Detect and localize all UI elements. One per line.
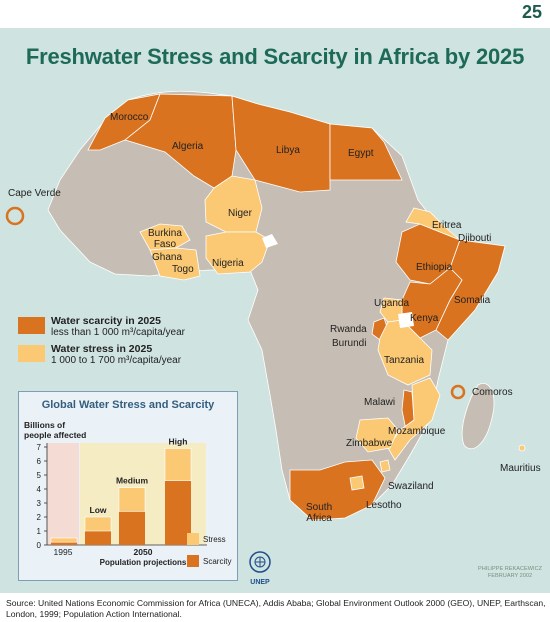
legend-scarcity-swatch: [18, 317, 45, 334]
lake-chad: [262, 234, 278, 248]
label-comoros: Comoros: [472, 387, 513, 398]
label-kenya: Kenya: [410, 313, 439, 324]
madagascar: [461, 383, 495, 450]
bar-stress: [84, 516, 112, 532]
legend-scarcity-title: Water scarcity in 2025: [51, 315, 161, 327]
y-tick-label: 2: [37, 513, 42, 522]
label-malawi: Malawi: [364, 397, 396, 408]
label-rwanda: Rwanda: [330, 324, 367, 335]
x-label-2050: 2050: [134, 547, 153, 557]
label-mozambique: Mozambique: [388, 426, 446, 437]
label-tanzania: Tanzania: [384, 355, 425, 366]
mauritius-marker: [518, 444, 526, 452]
bar-scarcity: [165, 480, 191, 545]
label-ethiopia: Ethiopia: [416, 262, 453, 273]
chart-ylabel-line: people affected: [24, 430, 86, 440]
bar-label: High: [169, 436, 188, 446]
label-somalia: Somalia: [454, 295, 491, 306]
label-libya: Libya: [276, 145, 300, 156]
source-note: Source: United Nations Economic Commissi…: [6, 598, 546, 619]
lake-victoria: [398, 312, 414, 328]
swaziland-shape: [379, 459, 391, 473]
y-tick-label: 3: [37, 499, 42, 508]
chart-ylabel-line: Billions of: [24, 420, 65, 430]
label-south-africa: South Africa: [306, 502, 333, 524]
label-mauritius: Mauritius: [500, 463, 541, 474]
bar-label: Medium: [116, 476, 149, 486]
y-tick-label: 0: [37, 541, 42, 550]
label-lesotho: Lesotho: [366, 500, 402, 511]
label-ghana: Ghana: [152, 252, 183, 263]
inset-legend-stress-swatch: [187, 533, 199, 545]
label-niger: Niger: [228, 208, 252, 219]
x-sublabel: Population projections: [100, 558, 187, 567]
bar-scarcity: [51, 542, 77, 545]
legend-stress-title: Water stress in 2025: [51, 343, 153, 355]
egypt-shape: [329, 123, 403, 181]
label-burundi: Burundi: [332, 338, 367, 349]
inset-legend-scarcity-swatch: [187, 555, 199, 567]
unep-logo-text: UNEP: [250, 579, 270, 586]
bar-stress: [50, 537, 78, 543]
label-burkina-faso: Burkina Faso: [148, 228, 182, 250]
tanzania-shape: [377, 319, 433, 386]
south-africa-shape: [289, 459, 386, 521]
inset-legend-scarcity-label: Scarcity: [203, 557, 231, 566]
africa-map: [5, 90, 526, 521]
lesotho-shape: [349, 475, 365, 491]
legend-scarcity-desc: less than 1 000 m³/capita/year: [51, 327, 185, 338]
label-uganda: Uganda: [374, 298, 410, 309]
inset-legend-stress-label: Stress: [203, 535, 226, 544]
bar-stress: [118, 487, 146, 512]
map-credit: PHILIPPE REKACEWICZ FEBRUARY 2002: [478, 566, 543, 579]
y-tick-label: 4: [37, 485, 42, 494]
unep-logo: UNEP: [248, 551, 272, 586]
map-title: Freshwater Stress and Scarcity in Africa…: [25, 44, 525, 69]
label-morocco: Morocco: [110, 112, 149, 123]
y-tick-label: 5: [37, 471, 42, 480]
inset-title: Global Water Stress and Scarcity: [41, 399, 215, 411]
unep-emblem-icon: [249, 551, 271, 573]
label-nigeria: Nigeria: [212, 258, 244, 269]
band-1995: [47, 443, 79, 545]
eritrea-djibouti-shape: [405, 207, 461, 241]
y-tick-label: 6: [37, 457, 42, 466]
label-cape-verde: Cape Verde: [8, 188, 61, 199]
legend-stress-desc: 1 000 to 1 700 m³/capita/year: [51, 355, 182, 366]
comoros-marker: [450, 384, 466, 400]
inset-chart-box: Global Water Stress and Scarcity Billion…: [18, 391, 238, 581]
bar-scarcity: [85, 531, 111, 545]
y-tick-label: 7: [37, 443, 42, 452]
niger-shape: [204, 175, 263, 233]
label-togo: Togo: [172, 264, 194, 275]
bar-scarcity: [119, 511, 145, 545]
label-zimbabwe: Zimbabwe: [346, 438, 393, 449]
y-tick-label: 1: [37, 527, 42, 536]
label-eritrea: Eritrea: [432, 220, 462, 231]
label-swaziland: Swaziland: [388, 481, 434, 492]
nigeria-shape: [205, 231, 271, 275]
label-djibouti: Djibouti: [458, 233, 492, 244]
label-egypt: Egypt: [348, 148, 374, 159]
label-algeria: Algeria: [172, 141, 204, 152]
legend-stress-swatch: [18, 345, 45, 362]
bar-label: Low: [90, 505, 107, 515]
zimbabwe-shape: [355, 417, 399, 453]
mozambique-shape: [387, 377, 441, 461]
libya-shape: [231, 95, 331, 193]
page-number: 25: [521, 2, 542, 22]
bar-stress: [164, 448, 192, 481]
x-label-1995: 1995: [54, 547, 73, 557]
ghana-togo-shape: [149, 247, 201, 281]
cape-verde-marker: [5, 206, 25, 226]
